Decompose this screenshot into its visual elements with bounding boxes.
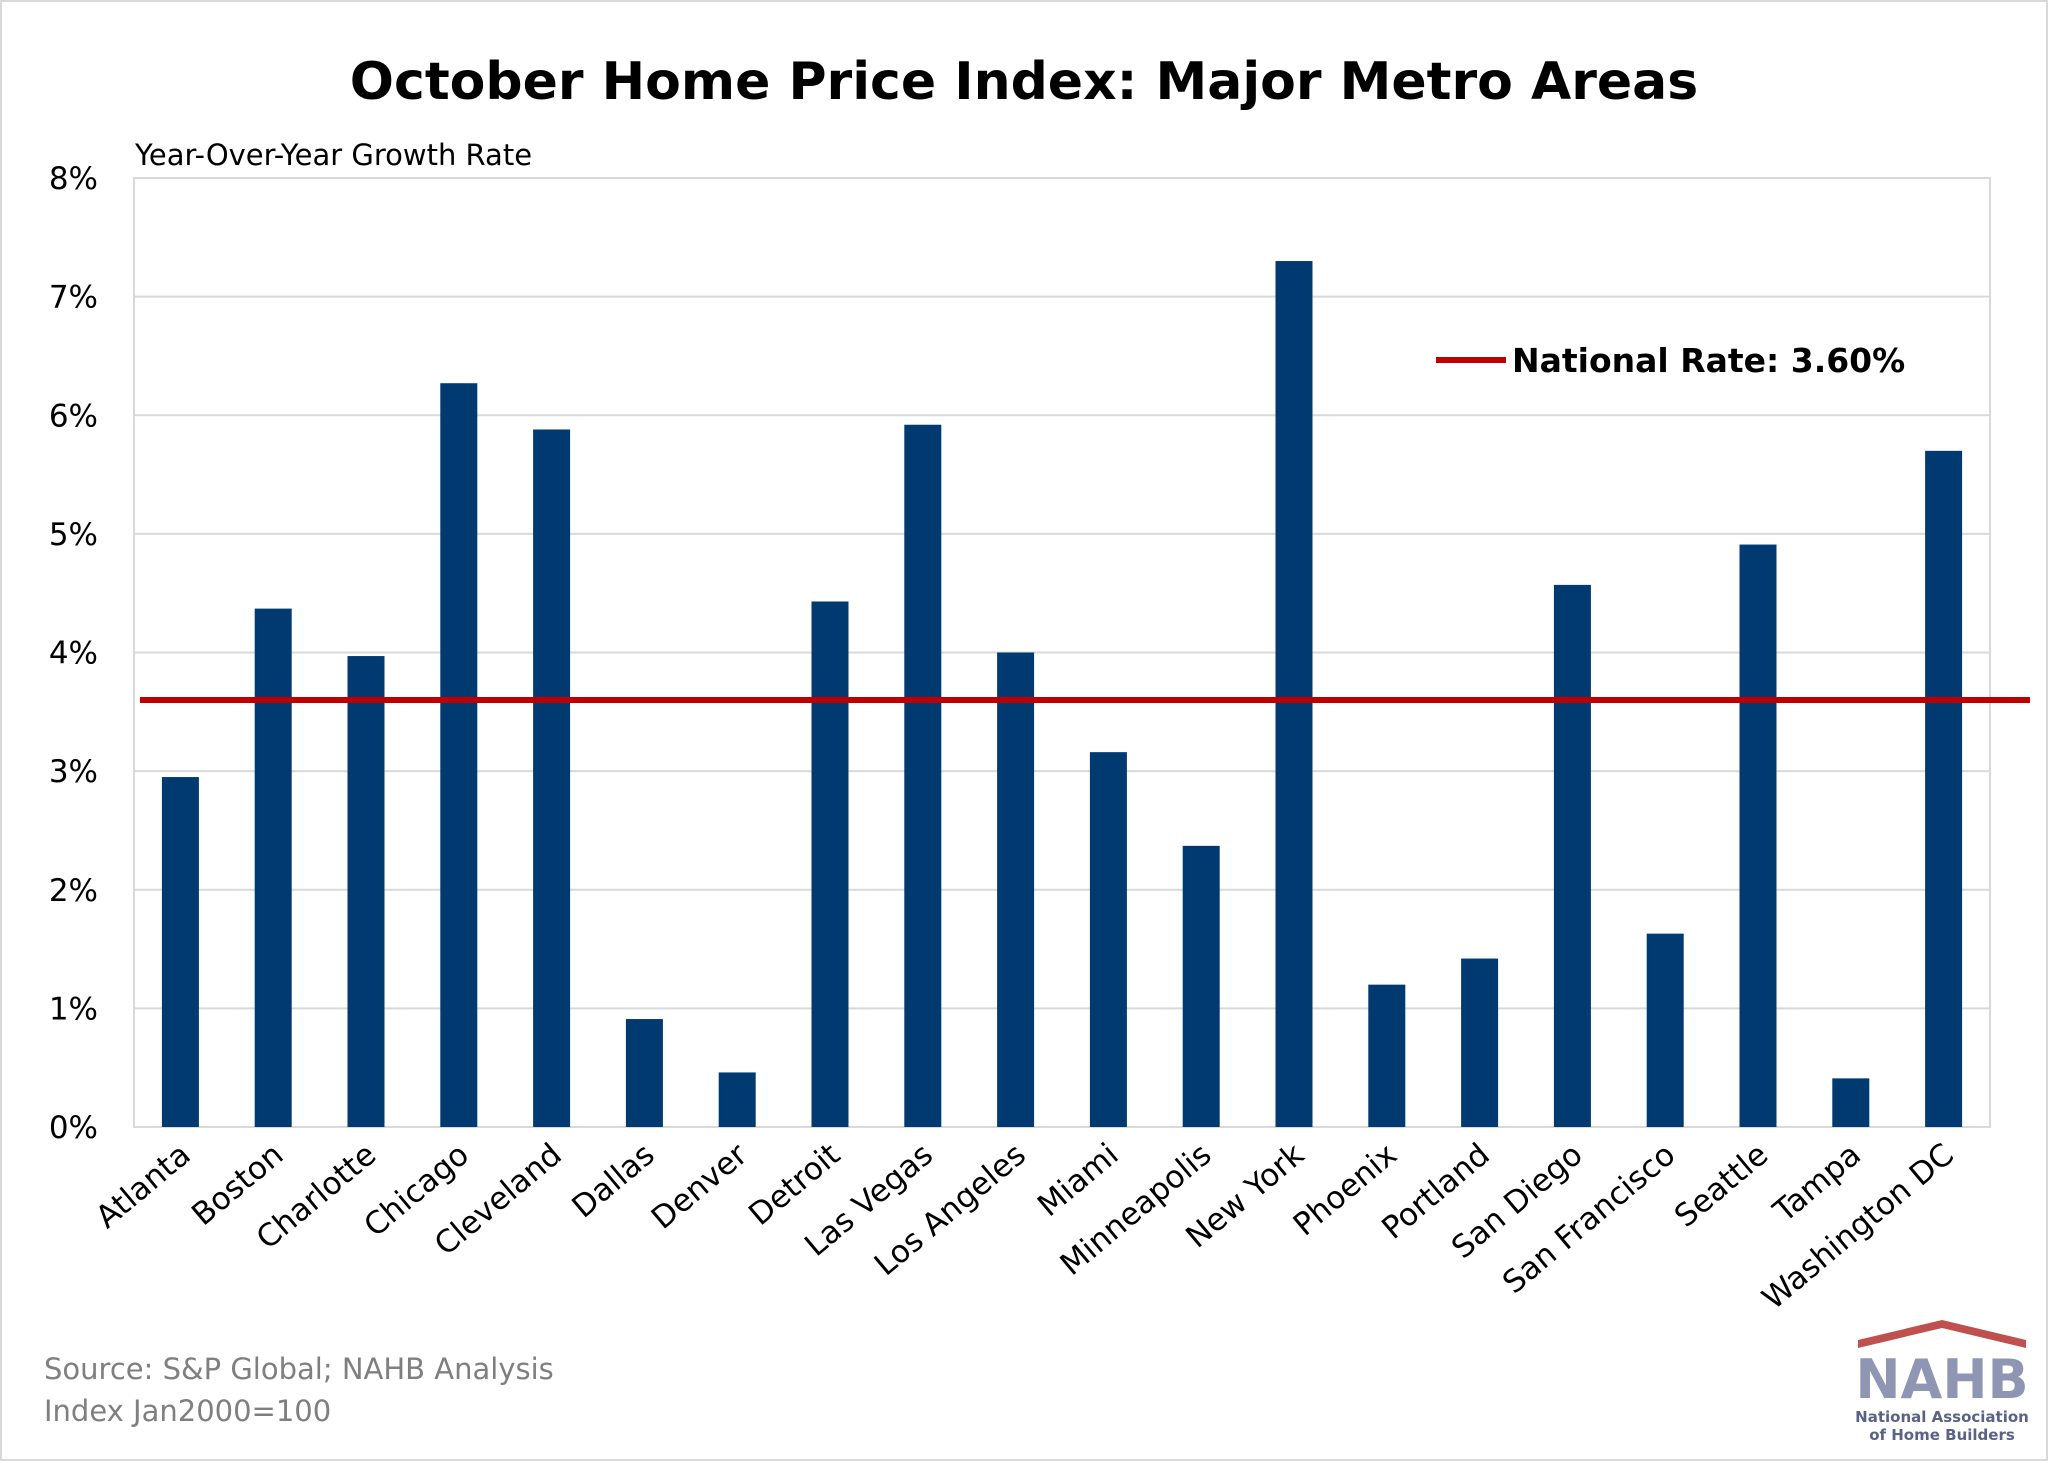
bar-boston	[254, 608, 292, 1127]
bar-san-francisco	[1646, 933, 1684, 1127]
bar-charlotte	[347, 656, 385, 1127]
logo-roof-icon	[1858, 1320, 2026, 1348]
y-tick-label: 7%	[49, 280, 98, 316]
bar-las-vegas	[904, 424, 942, 1127]
x-axis-ticks: AtlantaBostonCharlotteChicagoClevelandDa…	[89, 1136, 1961, 1316]
bar-dallas	[625, 1019, 663, 1127]
bar-minneapolis	[1182, 845, 1220, 1127]
bar-chicago	[440, 383, 478, 1127]
bars	[161, 261, 1963, 1128]
source-text: Source: S&P Global; NAHB Analysis	[44, 1352, 554, 1386]
y-tick-label: 1%	[49, 991, 98, 1027]
y-tick-label: 3%	[49, 754, 98, 790]
bar-san-diego	[1553, 584, 1591, 1127]
source-note: Source: S&P Global; NAHB Analysis Index …	[44, 1348, 554, 1432]
bar-seattle	[1739, 544, 1777, 1127]
y-tick-label: 0%	[49, 1110, 98, 1146]
bar-portland	[1461, 958, 1499, 1127]
bar-los-angeles	[997, 652, 1035, 1127]
bar-cleveland	[533, 429, 571, 1127]
y-axis-ticks: 0% 1% 2% 3% 4% 5% 6% 7% 8%	[49, 161, 98, 1146]
bar-atlanta	[161, 777, 199, 1127]
y-tick-label: 6%	[49, 398, 98, 434]
y-tick-label: 2%	[49, 873, 98, 909]
bar-washington-dc	[1925, 450, 1963, 1127]
bar-denver	[718, 1072, 756, 1127]
logo-subtitle-2: of Home Builders	[1869, 1426, 2015, 1444]
y-tick-label: 8%	[49, 161, 98, 197]
legend-label: National Rate: 3.60%	[1512, 341, 1905, 380]
y-tick-label: 4%	[49, 636, 98, 672]
bar-detroit	[811, 601, 849, 1127]
bar-phoenix	[1368, 984, 1406, 1127]
legend: National Rate: 3.60%	[1436, 341, 1905, 380]
y-axis-label: Year-Over-Year Growth Rate	[135, 138, 533, 172]
x-tick-label: Seattle	[1668, 1137, 1775, 1235]
x-tick-label: Atlanta	[89, 1137, 197, 1236]
bar-new-york	[1275, 261, 1313, 1128]
gridlines	[134, 177, 1990, 1128]
y-tick-label: 5%	[49, 517, 98, 553]
bar-miami	[1089, 752, 1127, 1127]
chart-title: October Home Price Index: Major Metro Ar…	[349, 52, 1699, 112]
nahb-logo: NAHB National Association of Home Builde…	[1855, 1320, 2029, 1444]
bar-tampa	[1832, 1078, 1870, 1127]
x-tick-label: Denver	[645, 1136, 755, 1236]
index-note: Index Jan2000=100	[44, 1394, 332, 1428]
logo-wordmark: NAHB	[1855, 1348, 2028, 1411]
logo-subtitle-1: National Association	[1855, 1408, 2029, 1426]
